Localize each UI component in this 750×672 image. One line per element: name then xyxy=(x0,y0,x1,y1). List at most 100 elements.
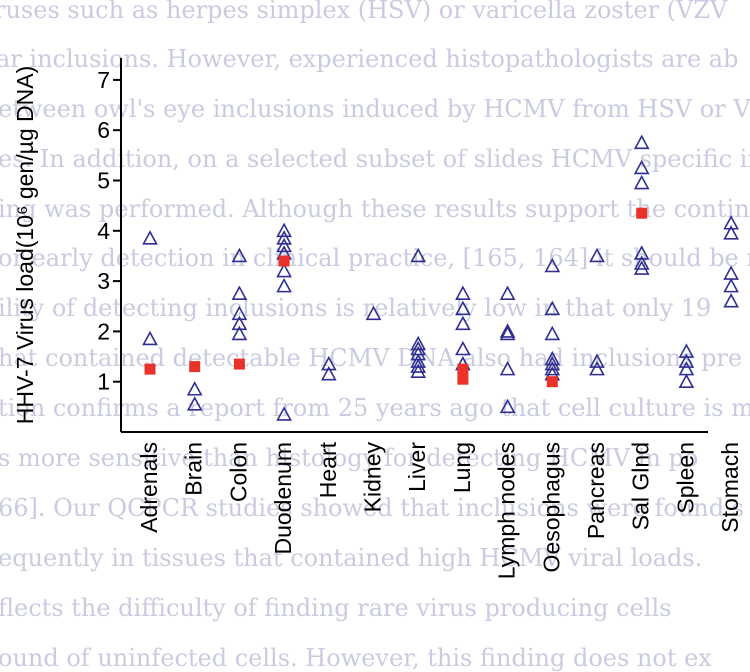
triangle-data-point xyxy=(410,247,427,263)
square-data-point xyxy=(636,207,648,219)
background-text-line: ing was performed. Although these result… xyxy=(0,195,750,223)
triangle-data-point xyxy=(723,293,739,308)
y-tick-label: 4 xyxy=(97,218,110,244)
y-tick-label: 1 xyxy=(97,369,110,395)
triangle-data-point xyxy=(142,330,158,346)
x-axis-category-labels: Adrenals Brain Colon Duodenum Heart Kidney Liv… xyxy=(136,441,743,579)
x-category-label: Kidney xyxy=(360,442,386,513)
triangle-data-point xyxy=(455,340,471,356)
triangle-data-point xyxy=(589,247,605,263)
triangle-data-point xyxy=(723,277,739,293)
triangle-data-point xyxy=(410,353,427,368)
triangle-data-point xyxy=(589,360,605,376)
background-text-line: ility of detecting inclusions is relativ… xyxy=(0,294,712,322)
x-category-label: Pancreas xyxy=(583,442,609,539)
triangle-data-point xyxy=(320,365,337,381)
triangle-data-point xyxy=(276,237,292,253)
triangle-data-point xyxy=(231,315,248,331)
x-category-label: Adrenals xyxy=(136,442,162,533)
x-category-label: Lymph nodes xyxy=(494,442,520,579)
triangle-data-point xyxy=(723,265,739,280)
square-data-point xyxy=(189,361,201,373)
triangle-data-point xyxy=(186,381,203,396)
chart-axes xyxy=(120,58,708,433)
triangle-data-point xyxy=(499,398,516,414)
x-category-label: Stomach xyxy=(717,442,743,533)
data-points xyxy=(142,134,739,421)
triangle-data-point xyxy=(633,255,650,270)
y-tick-label: 7 xyxy=(97,67,110,93)
triangle-data-point xyxy=(544,360,561,376)
x-category-label: Lung xyxy=(449,442,475,493)
background-text-line: ar inclusions. However, experienced hist… xyxy=(0,45,739,73)
triangle-data-point xyxy=(633,134,650,150)
triangle-data-point xyxy=(231,305,248,321)
triangle-data-point xyxy=(544,350,561,366)
triangle-data-point xyxy=(544,257,561,273)
triangle-data-point xyxy=(499,360,516,376)
triangle-data-point xyxy=(633,245,650,260)
square-data-point xyxy=(144,363,156,375)
background-text-line: 66]. Our QCPCR studies showed that inclu… xyxy=(0,494,745,522)
triangle-data-point xyxy=(678,353,695,368)
triangle-data-point xyxy=(365,305,382,321)
triangle-data-point xyxy=(499,325,516,341)
triangle-data-point xyxy=(544,355,561,371)
x-category-label: Sal Glnd xyxy=(628,442,654,530)
triangle-data-point xyxy=(276,406,292,421)
background-text-line: tion confirms a report from 25 years ago… xyxy=(0,394,750,422)
x-category-label: Liver xyxy=(404,442,430,492)
x-category-label: Brain xyxy=(181,442,207,496)
triangle-data-point xyxy=(186,396,203,411)
y-tick-label: 5 xyxy=(97,168,110,194)
triangle-data-point xyxy=(678,373,695,389)
y-tick-label: 6 xyxy=(97,117,110,143)
triangle-data-point xyxy=(276,222,292,238)
x-category-label: Colon xyxy=(225,442,251,502)
triangle-data-point xyxy=(455,300,471,316)
triangle-data-point xyxy=(633,159,650,175)
triangle-data-point xyxy=(455,285,471,300)
triangle-data-point xyxy=(455,315,471,331)
triangle-data-point xyxy=(231,325,248,341)
triangle-data-point xyxy=(410,335,427,351)
y-tick-label: 2 xyxy=(97,318,110,344)
triangle-data-point xyxy=(410,358,427,373)
triangle-data-point xyxy=(544,300,561,316)
triangle-data-point xyxy=(723,225,739,240)
square-data-point xyxy=(278,255,290,267)
triangle-data-point xyxy=(276,230,292,245)
y-axis-ticks: 1 2 3 4 5 6 7 xyxy=(97,67,121,395)
y-axis-label: HHV-7 Virus load(10⁶ gen/µg DNA) xyxy=(12,66,38,425)
triangle-data-point xyxy=(499,323,516,338)
background-text-line: etween owl's eye inclusions induced by H… xyxy=(0,95,750,123)
triangle-data-point xyxy=(276,262,292,278)
background-text-line: or early detection in clinical practice,… xyxy=(0,244,750,272)
triangle-data-point xyxy=(633,260,650,275)
square-data-point xyxy=(457,363,469,375)
triangle-data-point xyxy=(231,247,248,263)
square-data-point xyxy=(233,358,245,370)
background-text-line: hat contained detectable HCMV DNA also h… xyxy=(0,344,743,372)
x-category-label: Heart xyxy=(315,441,341,498)
triangle-data-point xyxy=(633,174,650,190)
triangle-data-point xyxy=(142,230,158,245)
triangle-data-point xyxy=(410,363,427,378)
triangle-data-point xyxy=(544,325,561,341)
triangle-data-point xyxy=(499,285,516,300)
x-category-label: Oesophagus xyxy=(538,442,564,572)
background-text-line: flects the difficulty of finding rare vi… xyxy=(0,594,672,622)
triangle-data-point xyxy=(320,355,337,371)
triangle-data-point xyxy=(231,285,248,300)
x-category-label: Duodenum xyxy=(270,442,296,555)
x-category-label: Spleen xyxy=(672,442,698,514)
triangle-data-point xyxy=(678,343,695,358)
y-tick-label: 3 xyxy=(97,268,110,294)
triangle-data-point xyxy=(589,353,605,368)
background-text-line: es. In addition, on a selected subset of… xyxy=(0,145,750,173)
background-text-line: equently in tissues that contained high … xyxy=(0,544,703,572)
square-data-point xyxy=(457,373,469,385)
background-text-line: s more sensitive than histology for dete… xyxy=(0,444,699,472)
